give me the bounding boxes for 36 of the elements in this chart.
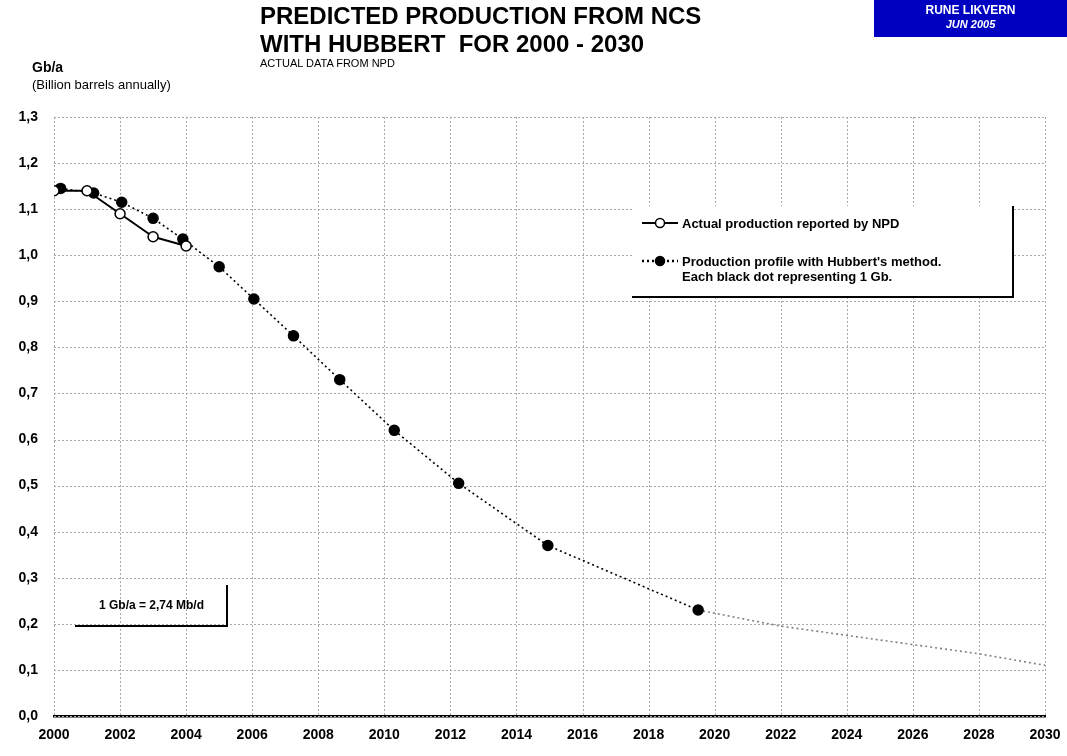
y-tick-label: 0,4 (18, 522, 39, 539)
x-tick-label: 2002 (104, 726, 136, 743)
x-tick-label: 2028 (963, 726, 995, 743)
y-tick-label: 0,3 (18, 568, 39, 585)
y-tick-label: 0,2 (18, 614, 39, 631)
x-tick-label: 2024 (831, 726, 863, 743)
x-tick-label: 2026 (897, 726, 929, 743)
y-tick-label: 0,7 (18, 384, 39, 401)
x-tick-label: 2014 (500, 726, 533, 743)
chart-title: PREDICTED PRODUCTION FROM NCS WITH HUBBERT FOR 2000 - 2030 (260, 2, 702, 58)
x-tick-label: 2012 (434, 726, 467, 743)
y-tick-label: 1,3 (18, 107, 39, 124)
x-tick-label: 2000 (38, 726, 70, 743)
text: RUNE LIKVERN JUN 2005 (924, 3, 1017, 31)
legend-label: Production profile with Hubbert's method. Each black dot representing 1 Gb. (682, 254, 942, 284)
y-tick-label: 0,9 (18, 292, 39, 309)
y-tick-label: 0,8 (18, 338, 39, 355)
x-tick-label: 2030 (1029, 726, 1061, 743)
x-tick-label: 2022 (765, 726, 797, 743)
chart-subtitle: ACTUAL DATA FROM NPD (260, 57, 395, 69)
y-tick-label: 1,2 (18, 153, 39, 170)
y-tick-label: 0,1 (18, 660, 39, 677)
x-tick-label: 2016 (566, 726, 599, 743)
y-axis-title: Gb/a (Billion barrels annually) (32, 58, 171, 94)
y-tick-label: 0,6 (18, 430, 39, 447)
y-tick-label: 1,1 (18, 200, 39, 217)
x-tick-label: 2004 (170, 726, 202, 743)
legend-label: Actual production reported by NPD (682, 216, 900, 231)
x-tick-label: 2006 (236, 726, 268, 743)
y-tick-label: 0,5 (18, 476, 39, 493)
x-tick-label: 2010 (368, 726, 401, 743)
y-tick-label: 1,0 (18, 246, 39, 263)
x-tick-label: 2008 (302, 726, 335, 743)
x-tick-label: 2018 (633, 726, 665, 743)
x-tick-label: 2020 (699, 726, 731, 743)
y-tick-label: 0,0 (18, 706, 39, 723)
